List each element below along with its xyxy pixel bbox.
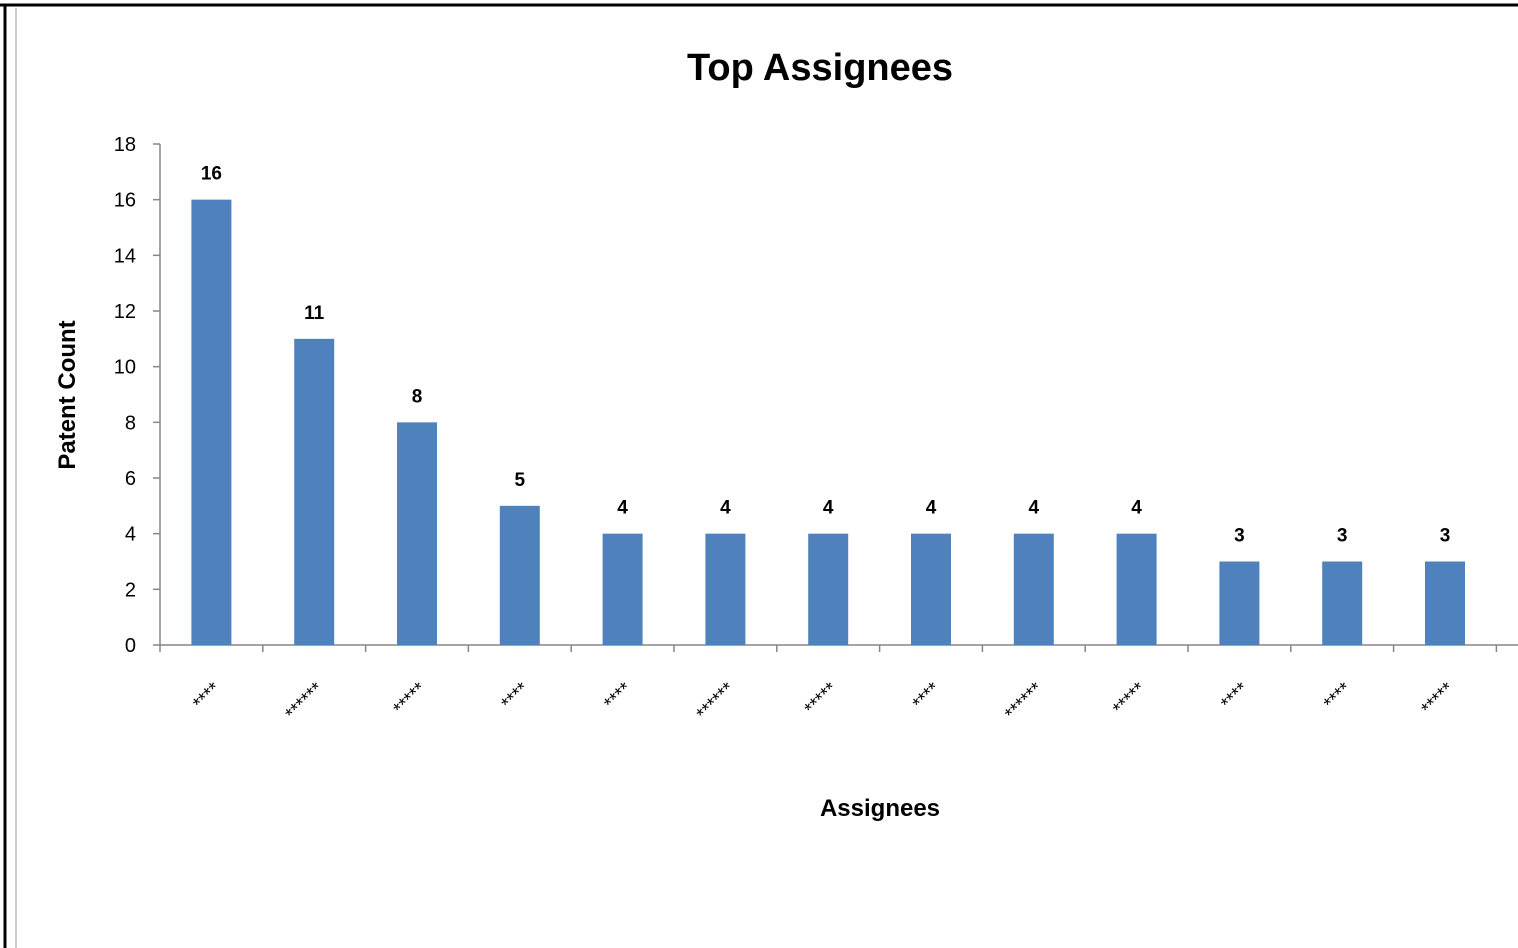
bar: [705, 533, 746, 645]
y-tick-label: 16: [114, 190, 136, 212]
category-label: ****: [1217, 678, 1253, 714]
category-label: ******: [282, 678, 329, 725]
category-labels-group: **** ****** ***** **** **** ****** ***** **** **…: [189, 678, 1459, 725]
category-label: *****: [1109, 678, 1150, 719]
y-tick-label: 14: [114, 245, 136, 267]
data-label: 3: [1337, 526, 1348, 547]
y-axis-title: Patent Count: [54, 320, 81, 469]
x-axis: [159, 644, 1518, 652]
category-label: ****: [1320, 678, 1356, 714]
category-label: ****: [909, 678, 945, 714]
category-label: ****: [189, 678, 225, 714]
bar: [1116, 533, 1157, 645]
y-axis: 0 2 4 6 8 10 12 14 16 18: [114, 134, 161, 657]
y-tick-label: 4: [125, 524, 136, 546]
bar: [191, 199, 232, 645]
data-labels-group: 16 11 8 5 4 4 4 4 4 4 3 3 3: [201, 164, 1450, 547]
bar: [1425, 561, 1465, 645]
bar: [1219, 561, 1260, 645]
bar: [602, 533, 643, 645]
data-label: 3: [1234, 526, 1245, 547]
y-tick-label: 18: [114, 134, 136, 156]
y-tick-label: 2: [125, 579, 136, 601]
data-label: 11: [304, 303, 325, 324]
data-label: 3: [1440, 526, 1451, 547]
data-label: 8: [412, 386, 423, 407]
bars-group: [191, 199, 1465, 645]
category-label: ****: [600, 678, 636, 714]
y-tick-label: 0: [125, 635, 136, 657]
data-label: 4: [1029, 498, 1040, 519]
data-label: 4: [720, 498, 731, 519]
data-label: 4: [823, 498, 834, 519]
y-tick-label: 10: [114, 357, 136, 379]
data-label: 5: [515, 470, 526, 491]
y-tick-label: 6: [125, 468, 136, 490]
data-label: 16: [201, 164, 222, 185]
data-label: 4: [926, 498, 937, 519]
bar: [808, 533, 849, 645]
category-label: *****: [390, 678, 431, 719]
chart-title: Top Assignees: [687, 47, 953, 89]
bar: [499, 505, 540, 645]
bar: [294, 338, 335, 645]
x-axis-title: Assignees: [820, 795, 940, 822]
data-label: 4: [1131, 498, 1142, 519]
data-label: 4: [617, 498, 628, 519]
bar: [1013, 533, 1054, 645]
category-label: ****: [498, 678, 534, 714]
bar: [397, 422, 437, 645]
y-tick-label: 8: [125, 412, 136, 434]
category-label: *****: [1418, 678, 1459, 719]
category-label: ******: [1001, 678, 1048, 725]
y-tick-label: 12: [114, 301, 136, 323]
bar: [1322, 561, 1363, 645]
category-label: *****: [801, 678, 842, 719]
category-label: ******: [693, 678, 740, 725]
bar: [911, 533, 951, 645]
